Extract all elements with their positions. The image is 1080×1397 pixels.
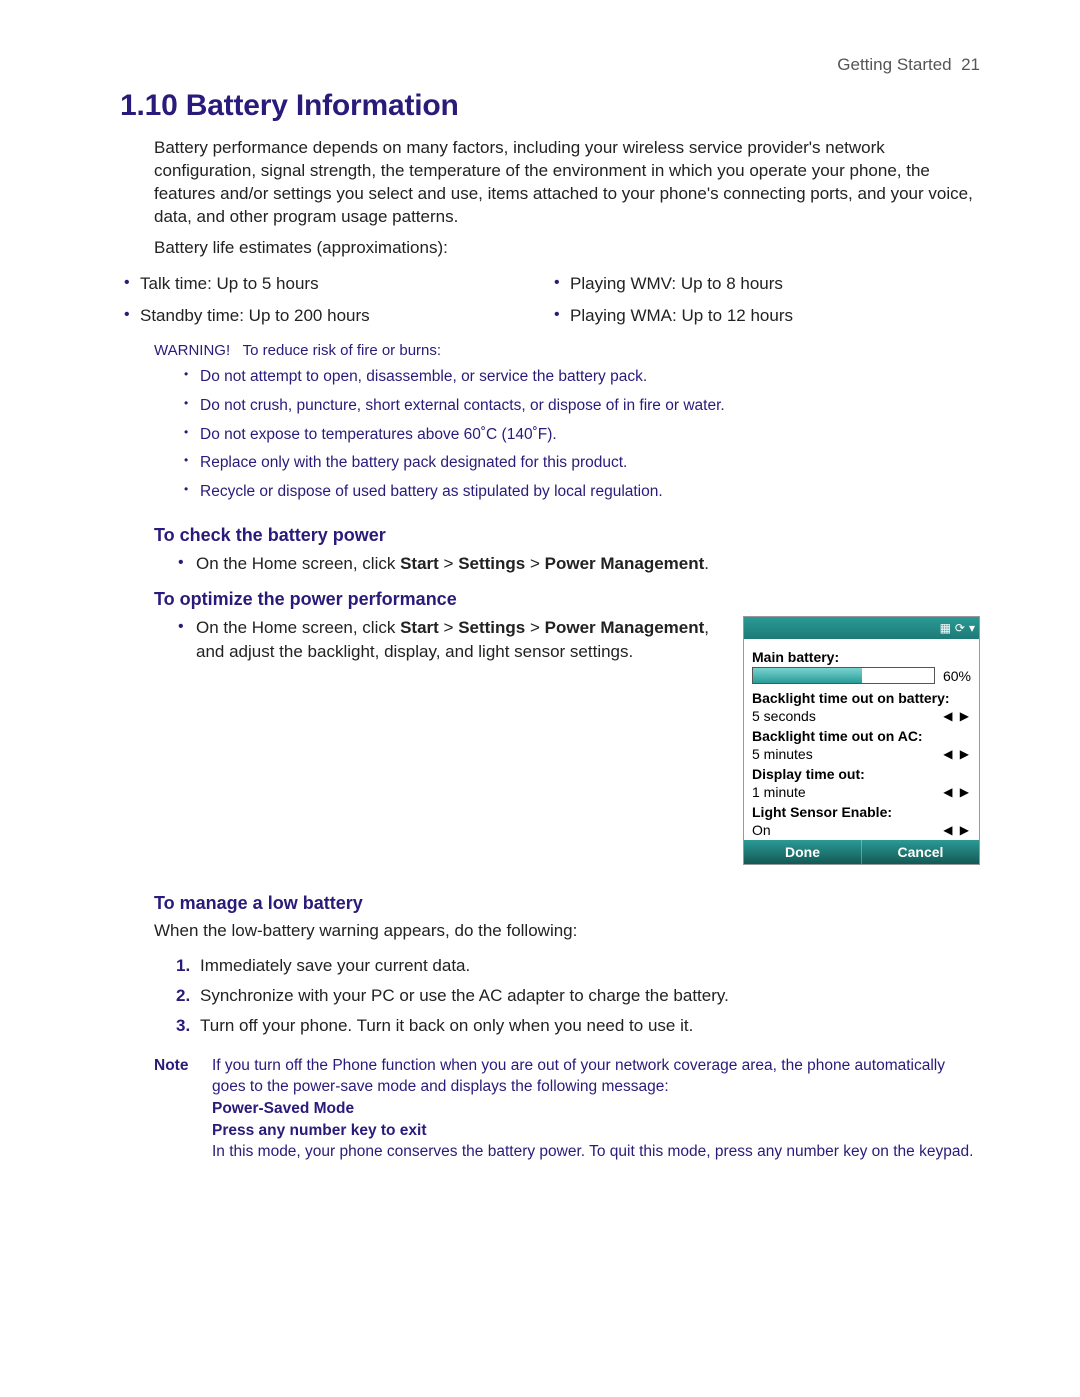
check-step: On the Home screen, click Start > Settin… — [176, 552, 980, 576]
estimates-col-left: Talk time: Up to 5 hours Standby time: U… — [120, 268, 550, 333]
list-item: Do not attempt to open, disassemble, or … — [182, 363, 980, 392]
warning-list: Do not attempt to open, disassemble, or … — [182, 363, 980, 506]
battery-bar-fill — [753, 668, 862, 683]
list-item: Playing WMV: Up to 8 hours — [550, 268, 980, 300]
estimates-columns: Talk time: Up to 5 hours Standby time: U… — [120, 268, 980, 333]
section-title: 1.10 Battery Information — [120, 89, 980, 123]
warning-lead: To reduce risk of fire or burns: — [243, 342, 441, 359]
document-page: Getting Started 21 1.10 Battery Informat… — [0, 0, 1080, 1397]
note-label: Note — [154, 1055, 212, 1163]
list-item: 2.Synchronize with your PC or use the AC… — [176, 981, 980, 1011]
note-block: Note If you turn off the Phone function … — [154, 1055, 980, 1163]
warning-heading: WARNING! To reduce risk of fire or burns… — [154, 342, 980, 359]
status-icon: ⟳ — [955, 622, 965, 634]
setting-row[interactable]: 1 minute ◀ ▶ — [752, 784, 971, 800]
setting-value: On — [752, 822, 771, 838]
list-item: Standby time: Up to 200 hours — [120, 300, 550, 332]
setting-value: 5 minutes — [752, 746, 813, 762]
setting-label: Backlight time out on battery: — [752, 690, 971, 706]
header-page-number: 21 — [961, 55, 980, 74]
setting-value: 5 seconds — [752, 708, 816, 724]
main-battery-label: Main battery: — [752, 649, 971, 665]
phone-body: Main battery: 60% Backlight time out on … — [744, 639, 979, 840]
list-item: 1.Immediately save your current data. — [176, 951, 980, 981]
estimates-label: Battery life estimates (approximations): — [154, 237, 980, 260]
setting-label: Display time out: — [752, 766, 971, 782]
manage-heading: To manage a low battery — [154, 893, 980, 914]
check-heading: To check the battery power — [154, 525, 980, 546]
spinner-arrows-icon[interactable]: ◀ ▶ — [943, 709, 971, 723]
done-button[interactable]: Done — [744, 840, 861, 864]
setting-label: Light Sensor Enable: — [752, 804, 971, 820]
spinner-arrows-icon[interactable]: ◀ ▶ — [943, 823, 971, 837]
battery-percent: 60% — [943, 668, 971, 684]
list-item: Replace only with the battery pack desig… — [182, 449, 980, 478]
list-item: 3.Turn off your phone. Turn it back on o… — [176, 1011, 980, 1041]
manage-steps: 1.Immediately save your current data. 2.… — [176, 951, 980, 1040]
spinner-arrows-icon[interactable]: ◀ ▶ — [943, 785, 971, 799]
header-section: Getting Started — [837, 55, 951, 74]
section-number: 1.10 — [120, 89, 178, 122]
phone-statusbar: ▦ ⟳ ▾ — [744, 617, 979, 639]
list-item: Do not crush, puncture, short external c… — [182, 392, 980, 421]
section-text: Battery Information — [186, 89, 459, 122]
warning-label: WARNING! — [154, 342, 230, 359]
page-header: Getting Started 21 — [120, 55, 980, 75]
list-item: Do not expose to temperatures above 60˚C… — [182, 421, 980, 450]
optimize-heading: To optimize the power performance — [154, 589, 980, 610]
battery-row: 60% — [752, 667, 971, 684]
list-item: Playing WMA: Up to 12 hours — [550, 300, 980, 332]
intro-paragraph: Battery performance depends on many fact… — [154, 137, 980, 229]
cancel-button[interactable]: Cancel — [861, 840, 979, 864]
setting-value: 1 minute — [752, 784, 806, 800]
estimates-col-right: Playing WMV: Up to 8 hours Playing WMA: … — [550, 268, 980, 333]
list-item: Recycle or dispose of used battery as st… — [182, 478, 980, 507]
status-icon: ▾ — [969, 622, 975, 634]
battery-bar — [752, 667, 935, 684]
phone-softkeys: Done Cancel — [744, 840, 979, 864]
optimize-step: On the Home screen, click Start > Settin… — [176, 616, 715, 664]
setting-row[interactable]: 5 seconds ◀ ▶ — [752, 708, 971, 724]
manage-lead: When the low-battery warning appears, do… — [154, 920, 980, 943]
list-item: Talk time: Up to 5 hours — [120, 268, 550, 300]
setting-row[interactable]: On ◀ ▶ — [752, 822, 971, 838]
note-body: If you turn off the Phone function when … — [212, 1055, 980, 1163]
spinner-arrows-icon[interactable]: ◀ ▶ — [943, 747, 971, 761]
optimize-row: On the Home screen, click Start > Settin… — [120, 616, 980, 865]
phone-screenshot: ▦ ⟳ ▾ Main battery: 60% Backlight time o… — [743, 616, 980, 865]
status-icon: ▦ — [940, 622, 951, 634]
setting-label: Backlight time out on AC: — [752, 728, 971, 744]
setting-row[interactable]: 5 minutes ◀ ▶ — [752, 746, 971, 762]
